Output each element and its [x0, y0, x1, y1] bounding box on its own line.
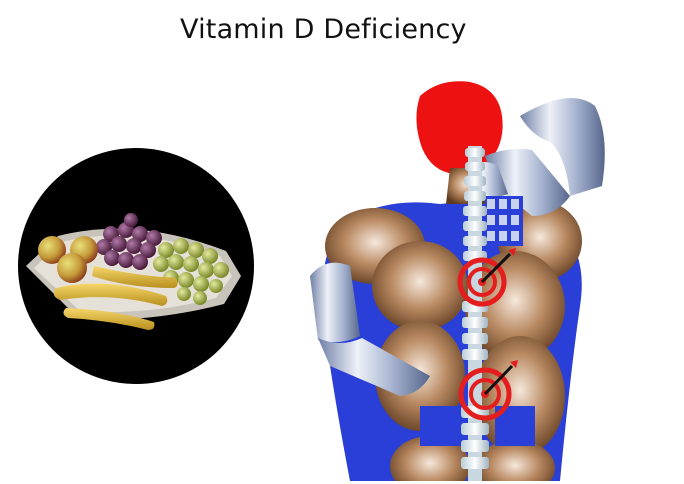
- page-title: Vitamin D Deficiency: [180, 14, 467, 45]
- banana-2: [92, 266, 178, 288]
- banana-3: [63, 308, 155, 330]
- fruit-plate-photo: [18, 148, 254, 384]
- armband-pattern: [485, 196, 523, 246]
- hip-right: [475, 440, 555, 481]
- lower-back-pain-target: [458, 360, 518, 421]
- right-forearm: [485, 148, 570, 216]
- back-pain-figure: [310, 81, 605, 481]
- upper-back-left: [372, 241, 468, 331]
- upper-back-right: [465, 251, 565, 361]
- purple-grapes: [96, 213, 162, 270]
- left-upper-arm: [310, 262, 360, 343]
- apple-3: [57, 253, 87, 283]
- apple-1: [38, 236, 66, 264]
- banana-1: [53, 283, 168, 306]
- left-forearm: [318, 338, 430, 396]
- green-grapes: [153, 238, 229, 305]
- hip-left: [390, 436, 470, 481]
- upper-back-pain-target: [457, 248, 516, 307]
- right-upper-arm: [520, 98, 605, 196]
